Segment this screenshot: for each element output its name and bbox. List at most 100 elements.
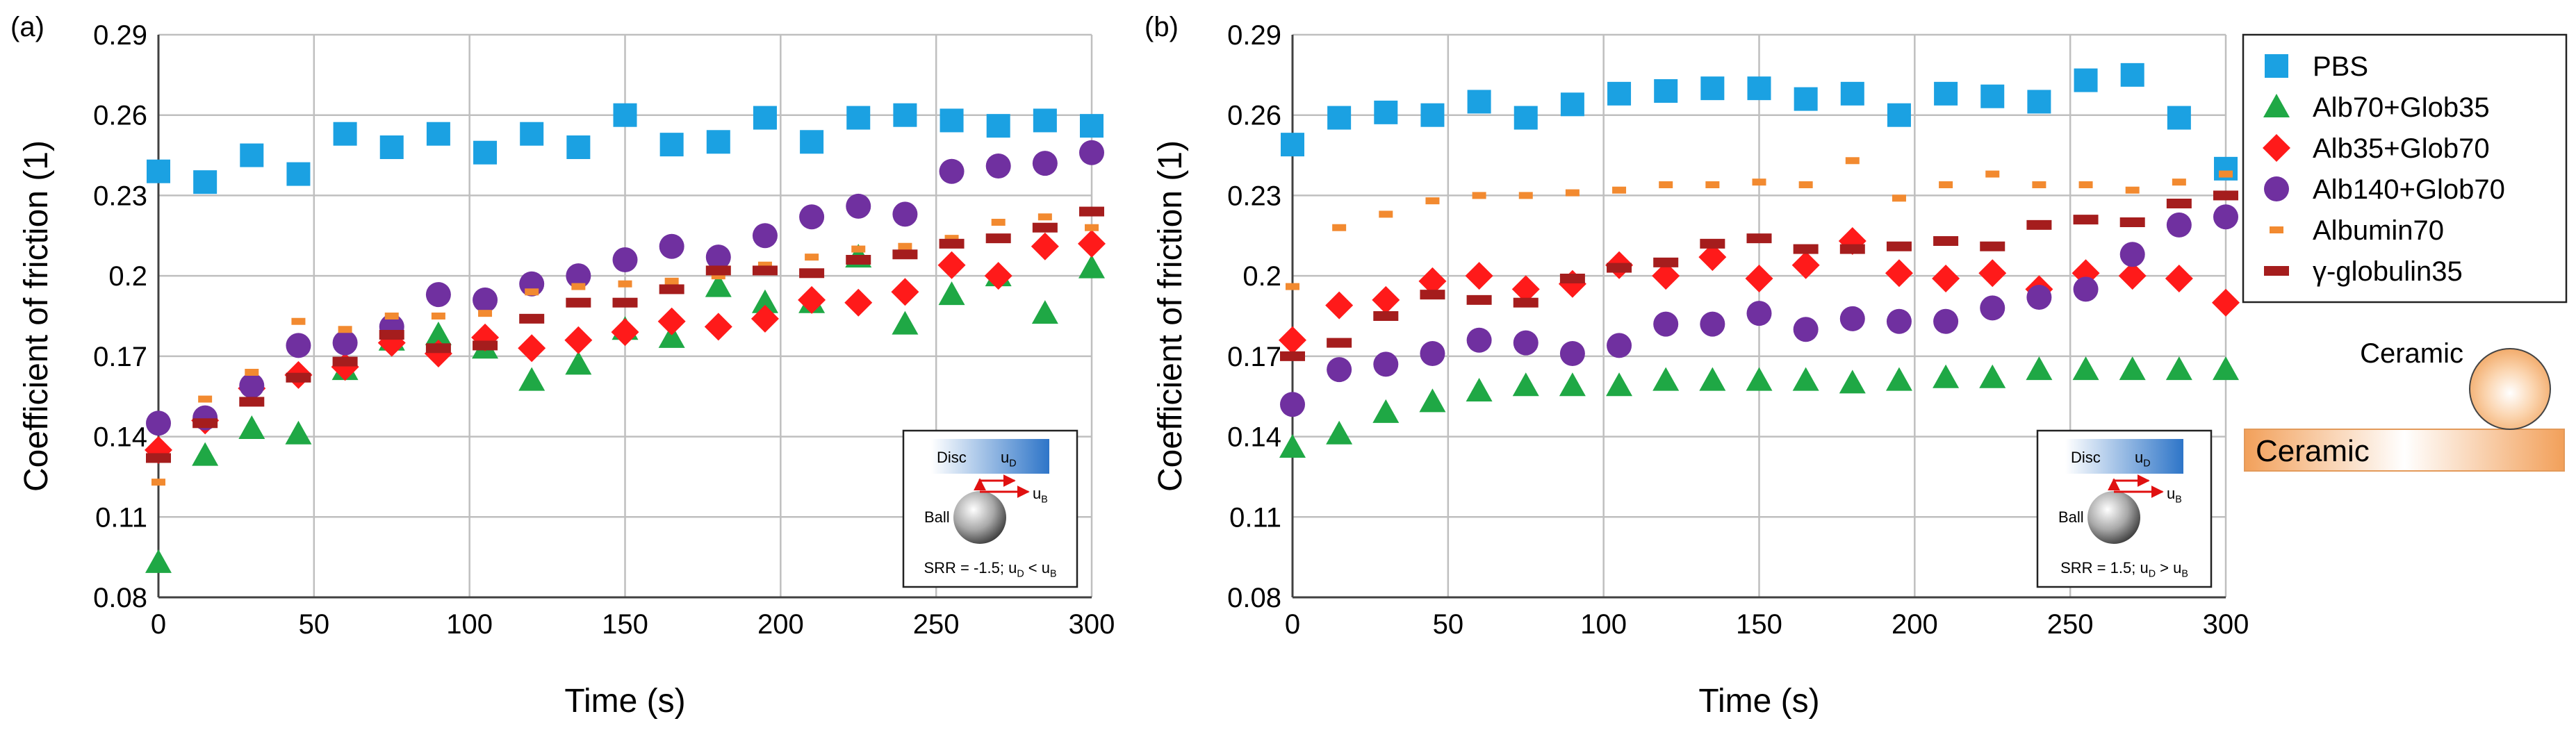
data-point-gamma-globulin35: [1746, 233, 1772, 244]
y-tick-label: 0.2: [108, 261, 147, 292]
legend-marker: [2264, 266, 2289, 276]
data-point-pbs: [2120, 63, 2144, 87]
x-tick-label: 50: [1433, 609, 1464, 640]
data-point-alb35-glob70: [1885, 259, 1913, 288]
data-point-alb140-glob70: [1933, 308, 1959, 334]
data-point-alb140-glob70: [286, 333, 311, 358]
data-point-alb70-glob35: [1512, 372, 1539, 397]
data-point-gamma-globulin35: [1079, 206, 1104, 217]
data-point-alb70-glob35: [565, 351, 592, 375]
x-tick-label: 200: [757, 609, 804, 640]
data-point-pbs: [1420, 103, 1445, 127]
y-tick-label: 0.17: [93, 342, 147, 372]
data-point-pbs: [566, 135, 591, 159]
data-point-alb70-glob35: [1372, 399, 1400, 423]
data-point-alb140-glob70: [566, 263, 591, 289]
y-tick-label: 0.17: [1227, 342, 1281, 372]
data-point-alb140-glob70: [892, 201, 918, 227]
data-point-alb70-glob35: [1979, 364, 2006, 388]
x-tick-label: 100: [1580, 609, 1627, 640]
data-point-alb35-glob70: [1698, 243, 1727, 272]
legend-label: Alb35+Glob70: [2313, 133, 2490, 164]
data-point-pbs: [473, 140, 498, 165]
data-point-pbs: [333, 122, 357, 146]
legend-marker: [2270, 226, 2283, 233]
x-tick-label: 100: [446, 609, 493, 640]
data-point-pbs: [1080, 114, 1104, 138]
data-point-alb140-glob70: [332, 330, 358, 356]
data-point-pbs: [1700, 76, 1725, 101]
series-alb140-glob70: [1280, 204, 2238, 417]
data-point-pbs: [1607, 81, 1632, 106]
data-point-gamma-globulin35: [146, 453, 171, 463]
legend-label: Albumin70: [2313, 215, 2444, 246]
data-point-alb140-glob70: [1373, 351, 1399, 377]
data-point-alb70-glob35: [658, 324, 685, 348]
x-tick-label: 300: [1069, 609, 1115, 640]
data-point-albumin70: [1286, 283, 1299, 290]
data-point-pbs: [986, 114, 1010, 138]
data-point-albumin70: [805, 254, 819, 261]
data-point-pbs: [1281, 133, 1304, 157]
legend-label: PBS: [2313, 51, 2368, 82]
data-point-alb140-glob70: [752, 223, 778, 249]
inset-ub-label: uB: [1033, 485, 1048, 506]
data-point-alb140-glob70: [1513, 330, 1539, 356]
data-point-gamma-globulin35: [1420, 290, 1445, 300]
data-point-albumin70: [2125, 186, 2140, 194]
data-point-alb70-glob35: [1326, 420, 1353, 445]
data-point-alb140-glob70: [425, 282, 451, 308]
data-point-albumin70: [851, 245, 866, 253]
data-point-alb70-glob35: [1559, 372, 1586, 397]
x-tick-label: 50: [299, 609, 330, 640]
data-point-alb35-glob70: [1465, 262, 1493, 290]
y-tick-label: 0.23: [1227, 181, 1281, 211]
data-point-albumin70: [1085, 224, 1099, 231]
data-point-albumin70: [1939, 181, 1953, 188]
data-point-albumin70: [2219, 170, 2233, 178]
y-tick-label: 0.08: [1227, 583, 1281, 613]
ceramic-ball: [2469, 348, 2551, 430]
data-point-alb35-glob70: [1932, 265, 1960, 292]
x-tick-label: 150: [1736, 609, 1782, 640]
data-point-albumin70: [1379, 210, 1393, 218]
data-point-alb140-glob70: [1559, 341, 1585, 366]
y-tick-label: 0.14: [1227, 422, 1281, 453]
inset-ball: [953, 491, 1006, 544]
data-point-albumin70: [1705, 181, 1720, 188]
data-point-pbs: [846, 106, 871, 130]
data-point-gamma-globulin35: [2026, 219, 2052, 230]
series-alb70-glob35: [1279, 356, 2239, 458]
data-point-gamma-globulin35: [2213, 190, 2238, 201]
y-tick-label: 0.29: [1227, 20, 1281, 51]
data-point-alb70-glob35: [1466, 378, 1493, 401]
data-point-pbs: [1747, 76, 1771, 101]
data-point-alb35-glob70: [564, 326, 593, 354]
data-point-gamma-globulin35: [1327, 338, 1352, 348]
y-tick-label: 0.29: [93, 20, 147, 51]
data-point-alb70-glob35: [238, 415, 265, 439]
data-point-alb70-glob35: [425, 322, 452, 345]
data-point-alb35-glob70: [1078, 229, 1106, 258]
data-point-alb140-glob70: [846, 193, 871, 219]
data-point-albumin70: [1518, 192, 1533, 199]
ceramic-disc-label: Ceramic: [2256, 434, 2370, 468]
data-point-alb35-glob70: [1418, 267, 1447, 295]
data-point-alb35-glob70: [1978, 259, 2007, 288]
data-point-gamma-globulin35: [1933, 236, 1959, 246]
y-axis-title: Coefficient of friction (1): [18, 140, 55, 492]
data-points: [145, 103, 1106, 573]
chart-panel-a: 0.08 0.11 0.14 0.17 0.2 0.23 0.26 0.29 0 50 100 150…: [10, 12, 1115, 720]
x-axis-title: Time (s): [564, 683, 685, 720]
data-point-alb70-glob35: [1078, 254, 1105, 279]
legend-marker: [2264, 176, 2289, 201]
data-point-alb140-glob70: [1700, 311, 1725, 337]
x-tick-label: 250: [913, 609, 960, 640]
data-point-albumin70: [757, 261, 772, 269]
data-point-alb140-glob70: [2073, 276, 2099, 302]
data-point-alb70-glob35: [1792, 367, 1819, 391]
data-point-gamma-globulin35: [1280, 351, 1305, 361]
data-point-pbs: [1887, 103, 1911, 127]
data-point-pbs: [753, 106, 777, 130]
data-point-gamma-globulin35: [799, 268, 825, 279]
